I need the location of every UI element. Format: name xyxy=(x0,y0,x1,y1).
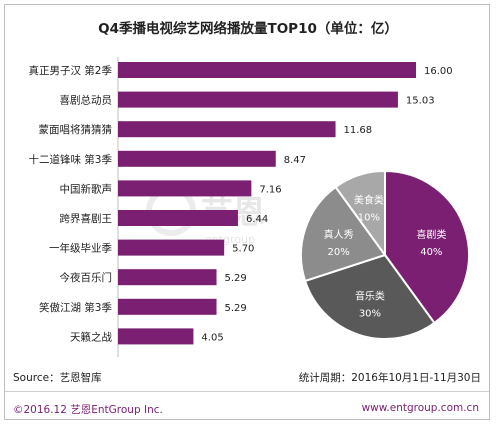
footer: ©2016.12 艺恩EntGroup Inc. www.entgroup.co… xyxy=(5,391,489,422)
category-label: 真正男子汉 第2季 xyxy=(28,64,112,77)
pie-slice-value: 40% xyxy=(420,247,442,258)
category-label: 跨界喜剧王 xyxy=(60,212,113,225)
pie-slice-value: 10% xyxy=(358,212,380,223)
value-label: 7.16 xyxy=(259,184,281,195)
pie-slice-name: 真人秀 xyxy=(324,228,354,241)
bar xyxy=(118,150,276,167)
pie-slice-name: 音乐类 xyxy=(355,289,385,302)
chart-title: Q4季播电视综艺网络播放量TOP10（单位：亿） xyxy=(98,20,398,37)
bar xyxy=(118,239,225,256)
pie-slice-name: 美食类 xyxy=(354,193,384,206)
value-label: 15.03 xyxy=(406,96,435,107)
pie-slice xyxy=(303,253,436,340)
value-label: 5.29 xyxy=(225,303,247,314)
value-label: 6.44 xyxy=(246,214,268,225)
period-text: 统计周期：2016年10月1日-11月30日 xyxy=(298,372,481,384)
category-label: 今夜百乐门 xyxy=(60,271,113,284)
value-label: 8.47 xyxy=(284,155,306,166)
website-link[interactable]: www.entgroup.com.cn xyxy=(361,402,479,414)
value-label: 5.29 xyxy=(225,273,247,284)
pie-slice-name: 喜剧类 xyxy=(416,228,446,241)
category-label: 中国新歌声 xyxy=(60,182,113,195)
bar-series: 真正男子汉 第2季 16.00 喜剧总动员 15.03 蒙面唱将猜猜猜 11.68 十二道锋… xyxy=(28,62,453,345)
source-text: Source：艺恩智库 xyxy=(13,372,102,384)
bar xyxy=(118,298,217,315)
pie-slice xyxy=(334,169,386,259)
category-label: 笑傲江湖 第3季 xyxy=(39,301,113,314)
bar xyxy=(118,269,217,286)
category-label: 喜剧总动员 xyxy=(60,94,113,107)
value-label: 4.05 xyxy=(201,332,223,343)
bar xyxy=(118,62,416,78)
category-label: 十二道锋味 第3季 xyxy=(28,153,112,166)
category-label: 天籁之战 xyxy=(70,330,112,343)
pie-slice xyxy=(384,169,470,325)
pie-chart: 喜剧类 40% 音乐类 30% 真人秀 20% 美食类 10% xyxy=(300,169,470,340)
category-label: 一年级毕业季 xyxy=(49,242,112,255)
bar xyxy=(118,180,252,197)
value-label: 5.70 xyxy=(232,244,254,255)
chart-svg: 艺恩 entgroup Q4季播电视综艺网络播放量TOP10（单位：亿） 真正男… xyxy=(28,20,470,357)
copyright-text: ©2016.12 艺恩EntGroup Inc. xyxy=(13,404,163,416)
pie-slice xyxy=(300,185,387,283)
source-row: Source：艺恩智库 统计周期：2016年10月1日-11月30日 xyxy=(13,370,481,386)
pie-slice-value: 30% xyxy=(359,308,381,319)
bar xyxy=(118,328,194,345)
bar xyxy=(118,121,336,138)
bar xyxy=(118,210,238,226)
value-label: 16.00 xyxy=(424,66,453,77)
pie-slice-value: 20% xyxy=(328,247,350,258)
chart-frame: 艺恩 entgroup Q4季播电视综艺网络播放量TOP10（单位：亿） 真正男… xyxy=(4,4,490,420)
bar xyxy=(118,91,398,108)
value-label: 11.68 xyxy=(344,125,373,136)
category-label: 蒙面唱将猜猜猜 xyxy=(39,123,113,136)
